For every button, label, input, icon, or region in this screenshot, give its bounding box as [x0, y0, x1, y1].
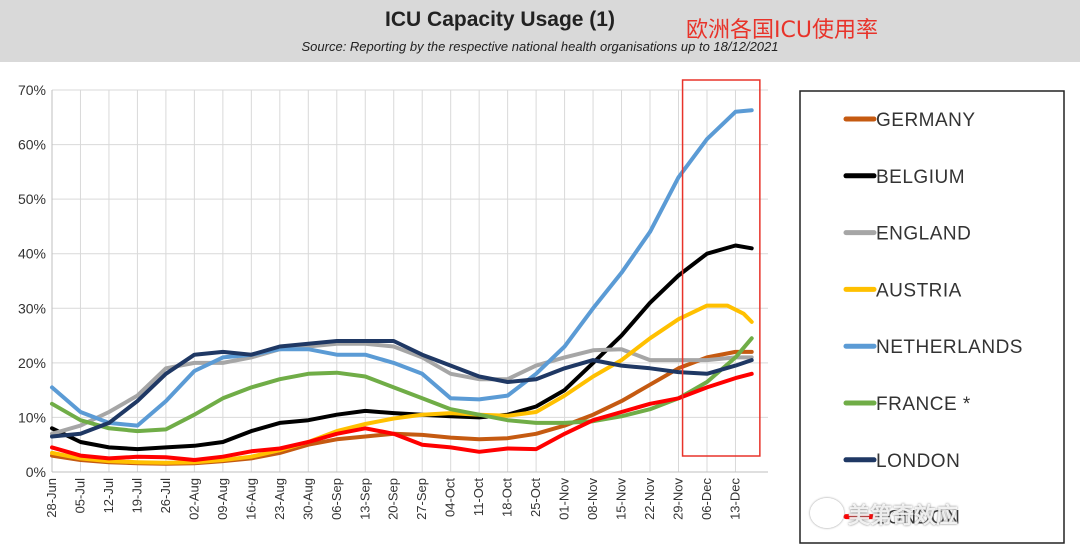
y-tick-label: 20%: [18, 355, 46, 371]
x-tick-label: 18-Oct: [500, 478, 515, 517]
y-tick-label: 60%: [18, 137, 46, 153]
x-tick-label: 28-Jun: [44, 478, 59, 518]
series-line-england: [50, 341, 754, 436]
series-line-austria: [50, 303, 754, 465]
x-tick-label: 06-Sep: [329, 478, 344, 520]
x-tick-label: 16-Aug: [243, 478, 258, 520]
x-tick-label: 02-Aug: [186, 478, 201, 520]
x-tick-label: 25-Oct: [528, 478, 543, 517]
y-tick-label: 10%: [18, 409, 46, 425]
x-tick-label: 13-Sep: [357, 478, 372, 520]
x-tick-label: 08-Nov: [585, 478, 600, 520]
series-line-london: [50, 371, 754, 462]
legend-label: LONDON: [876, 508, 960, 529]
x-tick-label: 09-Aug: [215, 478, 230, 520]
chinese-annotation: 欧洲各国ICU使用率: [686, 18, 878, 43]
x-tick-label: 29-Nov: [671, 478, 686, 520]
x-tick-label: 11-Oct: [471, 478, 486, 516]
highlight-box: [681, 79, 761, 457]
chart-title: ICU Capacity Usage (1): [385, 8, 615, 31]
series-line-france-: [50, 336, 754, 434]
wechat-watermark-icon: [810, 498, 844, 528]
legend-label: AUSTRIA: [876, 280, 962, 301]
y-tick-label: 50%: [18, 191, 46, 207]
legend-label: GERMANY: [876, 110, 976, 131]
legend-label: FRANCE *: [876, 394, 971, 415]
x-tick-label: 22-Nov: [642, 478, 657, 520]
legend-label: BELGIUM: [876, 167, 965, 188]
x-tick-label: 30-Aug: [300, 478, 315, 520]
y-tick-label: 0%: [26, 464, 46, 480]
x-tick-label: 27-Sep: [414, 478, 429, 520]
legend-label: NETHERLANDS: [876, 337, 1023, 358]
title-bar: [0, 0, 1080, 62]
legend-label: ENGLAND: [876, 224, 971, 245]
y-tick-label: 40%: [18, 246, 46, 262]
chart-subtitle: Source: Reporting by the respective nati…: [301, 39, 779, 54]
x-tick-label: 23-Aug: [272, 478, 287, 520]
legend-box: [799, 90, 1065, 544]
series-line-london: [50, 339, 754, 439]
x-tick-label: 04-Oct: [443, 478, 458, 517]
x-tick-label: 19-Jul: [129, 478, 144, 514]
x-tick-label: 05-Jul: [72, 478, 87, 514]
x-tick-label: 13-Dec: [727, 478, 742, 520]
legend-label: LONDON: [876, 451, 960, 472]
watermark: 美第奇效应: [848, 504, 959, 529]
y-tick-label: 70%: [18, 82, 46, 98]
x-tick-label: 06-Dec: [699, 478, 714, 520]
y-tick-label: 30%: [18, 300, 46, 316]
series-line-netherlands: [50, 108, 754, 428]
x-tick-label: 01-Nov: [557, 478, 572, 520]
x-tick-label: 15-Nov: [614, 478, 629, 520]
x-tick-label: 26-Jul: [158, 478, 173, 514]
x-tick-label: 20-Sep: [386, 478, 401, 520]
series-line-belgium: [50, 243, 754, 452]
x-tick-label: 12-Jul: [101, 478, 116, 514]
